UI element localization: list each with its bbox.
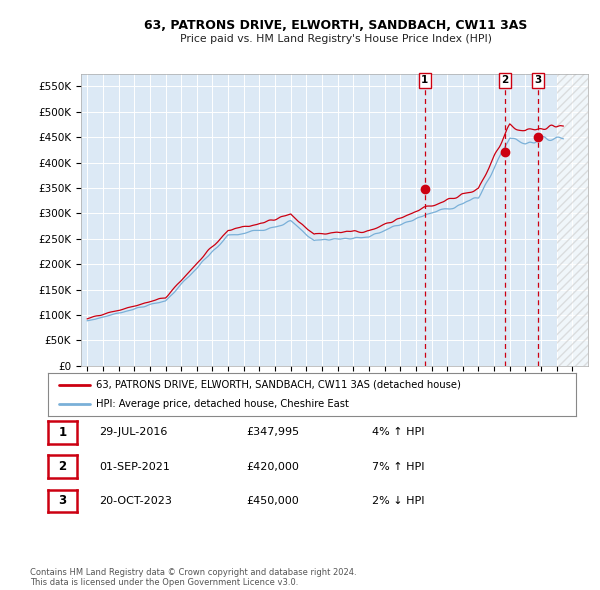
Text: 4% ↑ HPI: 4% ↑ HPI	[372, 428, 425, 437]
Text: 01-SEP-2021: 01-SEP-2021	[99, 462, 170, 471]
Text: £347,995: £347,995	[246, 428, 299, 437]
Bar	[557, 74, 588, 366]
Text: Contains HM Land Registry data © Crown copyright and database right 2024.
This d: Contains HM Land Registry data © Crown c…	[30, 568, 356, 587]
Text: 3: 3	[534, 75, 541, 85]
Text: 2: 2	[501, 75, 508, 85]
Text: 63, PATRONS DRIVE, ELWORTH, SANDBACH, CW11 3AS (detached house): 63, PATRONS DRIVE, ELWORTH, SANDBACH, CW…	[95, 379, 460, 389]
Text: 29-JUL-2016: 29-JUL-2016	[99, 428, 167, 437]
Text: HPI: Average price, detached house, Cheshire East: HPI: Average price, detached house, Ches…	[95, 399, 349, 409]
Text: 3: 3	[58, 494, 67, 507]
Text: 2: 2	[58, 460, 67, 473]
Text: 2% ↓ HPI: 2% ↓ HPI	[372, 496, 425, 506]
Text: 1: 1	[421, 75, 428, 85]
Text: 63, PATRONS DRIVE, ELWORTH, SANDBACH, CW11 3AS: 63, PATRONS DRIVE, ELWORTH, SANDBACH, CW…	[145, 19, 527, 32]
Text: 20-OCT-2023: 20-OCT-2023	[99, 496, 172, 506]
Text: £420,000: £420,000	[246, 462, 299, 471]
Text: £450,000: £450,000	[246, 496, 299, 506]
Text: 7% ↑ HPI: 7% ↑ HPI	[372, 462, 425, 471]
Text: 1: 1	[58, 426, 67, 439]
Text: Price paid vs. HM Land Registry's House Price Index (HPI): Price paid vs. HM Land Registry's House …	[180, 34, 492, 44]
